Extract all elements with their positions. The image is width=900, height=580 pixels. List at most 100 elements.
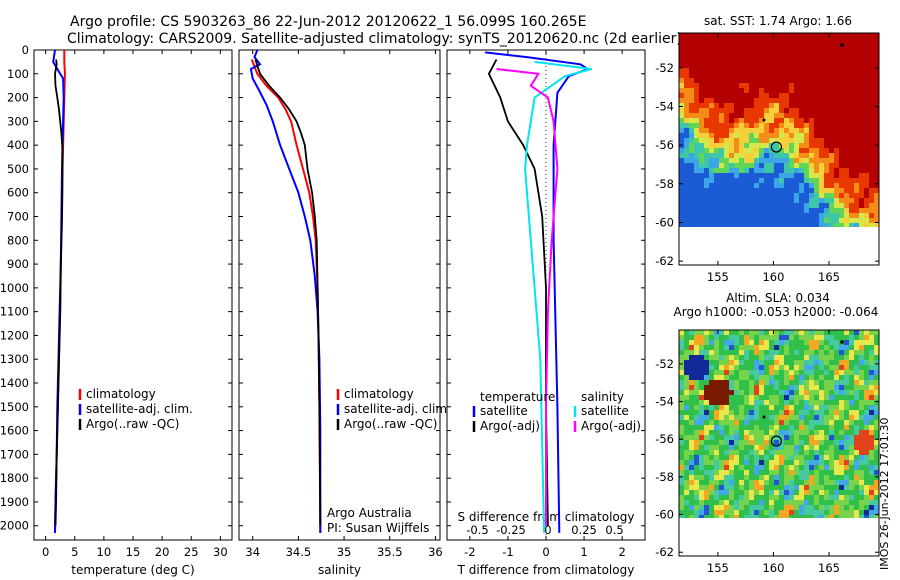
sla-map-title: Altim. SLA: 0.034 [726,291,830,305]
sla_map-float-dot [840,340,844,344]
temperature-axes-frame [33,49,233,541]
timestamp-stamp: IMOS 26-Jun-2012 17:01:30 [878,417,891,570]
sst_map-float-dot [762,118,766,122]
depth-tick-label: 1100 [0,305,29,319]
sla_map-xtick-label: 155 [707,561,729,575]
depth-tick-label: 1900 [0,495,29,509]
sla_map-ytick-label: -62 [655,545,674,559]
series-line-salinity-argo-adj- [496,68,559,526]
depth-tick-label: 1300 [0,352,29,366]
sst_map-xtick-label: 155 [707,270,729,284]
sst_map-ytick-label: -62 [655,254,674,268]
depth-tick-label: 900 [7,257,29,271]
temperature-xtick-label: 15 [126,545,141,559]
sla_map-xtick-label: 165 [818,561,840,575]
temperature-xtick-label: 5 [71,545,78,559]
salinity-legend-item: climatology [344,387,414,401]
sla_map-ytick-label: -52 [655,357,674,371]
sst_map-heatmap-cells [679,33,880,227]
sst-map-title: sat. SST: 1.74 Argo: 1.66 [704,14,852,28]
salinity-axes-frame [238,49,441,541]
sst_map-ytick-label: -52 [655,61,674,75]
depth-tick-label: 1400 [0,376,29,390]
sst_map-argo-location-marker [770,141,782,153]
map-sst_map: -52 -54 -56 -58 -60 -62 155 160 165 [655,32,880,284]
salinity-xtick-label: 35 [337,545,352,559]
sla_map-ytick-label: -58 [655,470,674,484]
sst_map-xtick-label: 160 [762,270,784,284]
salinity-xtick-label: 36 [428,545,443,559]
depth-tick-label: 500 [7,162,29,176]
salinity-legend-item: Argo(..raw -QC) [344,417,437,431]
legend-salinity-item: Argo(-adj) [581,419,641,433]
temperature-xtick-label: 25 [184,545,199,559]
sla_map-heatmap-cells [679,330,880,518]
temperature-xtick-label: 30 [213,545,228,559]
map-sla_map: -52 -54 -56 -58 -60 -62 155 160 165 [655,329,880,575]
sst_map-ytick-label: -60 [655,215,674,229]
depth-tick-label: 1500 [0,400,29,414]
sst_map-ytick-label: -58 [655,177,674,191]
panel-temperature: 0 100 200 300 400 500 600 700 800 900 1000 1100 1200… [0,43,233,577]
legend-salinity-item: satellite [581,404,629,418]
difference-xtick-label: -2 [464,545,475,559]
salinity-xtick-label: 35.5 [377,545,403,559]
salinity-diff-tick-label: -0.5 [466,523,488,537]
difference-xtick-label: 0 [542,545,549,559]
figure-title-line2: Climatology: CARS2009. Satellite-adjuste… [67,31,682,47]
salinity-xtick-label: 34.5 [286,545,312,559]
legend-salinity-title: salinity [581,390,624,404]
sla_map-xtick-label: 160 [762,561,784,575]
difference-xtick-label: 2 [618,545,625,559]
salinity-diff-tick-label: -0.25 [496,523,526,537]
series-line-argo-raw-qc- [54,59,64,526]
sla-map-subtitle: Argo h1000: -0.053 h2000: -0.064 [674,305,879,319]
temperature-legend-item: Argo(..raw -QC) [86,417,179,431]
sst_map-ytick-label: -56 [655,138,674,152]
salinity-xlabel: salinity [318,563,361,577]
depth-tick-label: 0 [22,43,29,57]
temperature-xlabel: temperature (deg C) [71,563,194,577]
depth-tick-label: 1000 [0,281,29,295]
panel-difference: -2 -1 0 1 2 T difference from climatology -0.5… [446,49,646,577]
depth-tick-label: 400 [7,138,29,152]
series-line-argo-raw-qc- [254,59,322,526]
depth-tick-label: 1200 [0,328,29,342]
sst_map-float-dot [840,43,844,47]
depth-tick-label: 300 [7,114,29,128]
temperature-xtick-label: 20 [155,545,170,559]
sla_map-frame [678,329,880,557]
series-line-temperature-satellite [484,51,591,533]
depth-tick-label: 200 [7,91,29,105]
salinity-diff-tick-label: 0 [544,523,551,537]
salinity-diff-tick-label: 0.5 [605,523,623,537]
depth-tick-label: 700 [7,210,29,224]
series-line-salinity-satellite [524,60,592,533]
sla_map-ytick-label: -56 [655,432,674,446]
sst_map-frame [678,32,880,266]
annotation-pi: PI: Susan Wijffels [327,521,429,535]
panel-salinity: 34 34.5 35 35.5 36 salinity climatologysatelli… [238,49,451,577]
legend-temperature-title: temperature [480,390,555,404]
series-line-temperature-argo-adj- [487,59,549,526]
salinity-diff-tick-label: 0.25 [571,523,597,537]
annotation-argo-australia: Argo Australia [327,506,412,520]
difference-xlabel: T difference from climatology [457,563,635,577]
sla_map-ytick-label: -60 [655,508,674,522]
depth-tick-label: 600 [7,186,29,200]
temperature-legend-item: climatology [86,387,156,401]
depth-tick-label: 1700 [0,447,29,461]
difference-xtick-label: -1 [502,545,513,559]
sst_map-ytick-label: -54 [655,99,674,113]
legend-temperature-item: satellite [480,404,528,418]
depth-tick-label: 800 [7,233,29,247]
depth-tick-label: 2000 [0,519,29,533]
sla_map-argo-location-marker [770,435,782,447]
sst_map-xtick-label: 165 [818,270,840,284]
depth-tick-label: 1800 [0,471,29,485]
temperature-xtick-label: 10 [97,545,112,559]
difference-xtick-label: 1 [580,545,587,559]
depth-tick-label: 100 [7,67,29,81]
sla_map-float-dot [762,415,766,419]
